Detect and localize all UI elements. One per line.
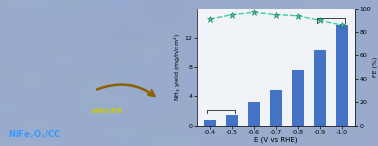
Bar xyxy=(314,50,326,126)
Bar xyxy=(226,115,238,126)
Bar xyxy=(270,90,282,126)
X-axis label: E (V vs RHE): E (V vs RHE) xyxy=(254,136,298,143)
Y-axis label: NH$_3$ yield (mg/h/cm$^2$): NH$_3$ yield (mg/h/cm$^2$) xyxy=(173,33,183,101)
Text: eNO$_3$RR: eNO$_3$RR xyxy=(91,107,123,117)
Y-axis label: FE (%): FE (%) xyxy=(372,57,378,77)
Bar xyxy=(248,102,260,126)
Bar xyxy=(336,25,348,126)
Bar xyxy=(204,120,216,126)
Text: NiFe$_2$O$_4$/CC: NiFe$_2$O$_4$/CC xyxy=(8,128,61,141)
Bar xyxy=(292,70,304,126)
